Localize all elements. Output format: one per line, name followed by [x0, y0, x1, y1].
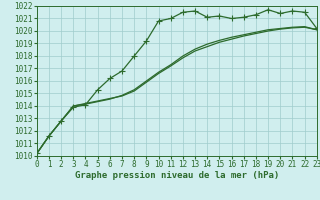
X-axis label: Graphe pression niveau de la mer (hPa): Graphe pression niveau de la mer (hPa): [75, 171, 279, 180]
